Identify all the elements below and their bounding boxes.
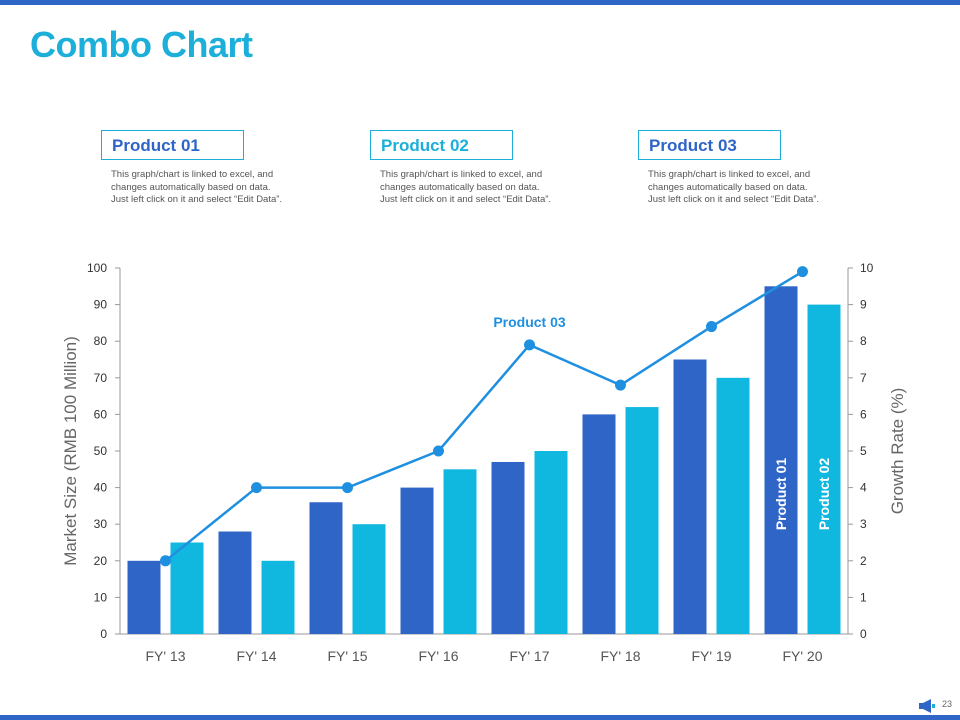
top-accent-bar — [0, 0, 960, 5]
legend-desc-line: This graph/chart is linked to excel, and — [380, 169, 543, 180]
y-tick-label: 90 — [94, 298, 108, 312]
legend-card-product-02: Product 02 This graph/chart is linked to… — [370, 130, 580, 207]
y2-tick-label: 5 — [860, 444, 867, 458]
line-point-product-03 — [251, 482, 262, 494]
megaphone-icon — [919, 699, 935, 713]
y2-tick-label: 6 — [860, 407, 867, 421]
y2-tick-label: 8 — [860, 334, 867, 348]
y-tick-label: 80 — [94, 334, 108, 348]
legend-desc-line: changes automatically based on data. — [111, 181, 271, 193]
line-point-product-03 — [615, 379, 626, 391]
line-product-03 — [164, 270, 804, 562]
y-tick-label: 20 — [94, 554, 108, 568]
y-tick-label: 70 — [94, 371, 108, 385]
line-point-product-03 — [797, 266, 808, 278]
legend-title-product-02[interactable]: Product 02 — [370, 130, 513, 160]
bar-product-01 — [400, 487, 434, 634]
legend-description-product-02: This graph/chart is linked to excel, and… — [370, 169, 580, 207]
legend-desc-line: Just left click on it and select “Edit D… — [648, 194, 820, 205]
x-tick-label: FY' 18 — [600, 648, 640, 664]
legend-desc-line: This graph/chart is linked to excel, and — [111, 169, 274, 180]
bar-product-02 — [625, 407, 659, 634]
line-label-product-03: Product 03 — [493, 314, 566, 330]
bar-product-02 — [807, 304, 841, 634]
x-tick-label: FY' 14 — [236, 648, 276, 664]
legend-desc-line: Just left click on it and select “Edit D… — [380, 194, 552, 205]
x-tick-label: FY' 17 — [509, 648, 549, 664]
bar-product-01 — [218, 531, 252, 634]
bar-product-01 — [491, 461, 525, 634]
y-tick-label: 10 — [94, 590, 108, 604]
legend-desc-line: This graph/chart is linked to excel, and — [648, 169, 811, 180]
combo-chart[interactable]: 0 10 20 30 40 50 60 70 80 90 100 0 1 2 3 4 5 6 7 8 9 10 Market… — [0, 250, 960, 680]
y-tick-label: 100 — [87, 261, 107, 275]
x-tick-label: FY' 19 — [691, 648, 731, 664]
bar-product-01 — [764, 286, 798, 634]
y-tick-label: 30 — [94, 517, 108, 531]
y2-tick-label: 2 — [860, 554, 867, 568]
y-axis-title: Market Size (RMB 100 Million) — [61, 336, 80, 566]
page-number: 23 — [941, 699, 952, 709]
legend-desc-line: changes automatically based on data. — [648, 181, 808, 193]
line-point-product-03 — [524, 339, 535, 351]
bar-product-02 — [170, 542, 204, 634]
page-title: Combo Chart — [30, 24, 253, 65]
y2-tick-label: 9 — [860, 298, 867, 312]
bar-product-01 — [673, 359, 707, 634]
bar-product-02 — [352, 524, 386, 634]
x-tick-label: FY' 15 — [327, 648, 367, 664]
legend-card-product-03: Product 03 This graph/chart is linked to… — [638, 130, 848, 207]
legend-card-product-01: Product 01 This graph/chart is linked to… — [101, 130, 311, 207]
legend-description-product-03: This graph/chart is linked to excel, and… — [638, 169, 848, 207]
line-point-product-03 — [342, 482, 353, 494]
bar-product-02 — [716, 377, 750, 634]
y2-tick-label: 3 — [860, 517, 867, 531]
y-tick-label: 0 — [100, 627, 107, 641]
legend-desc-line: changes automatically based on data. — [380, 181, 540, 193]
bar-product-01 — [582, 414, 616, 634]
y-tick-label: 40 — [94, 481, 108, 495]
x-tick-label: FY' 13 — [145, 648, 185, 664]
bar-product-02 — [534, 451, 568, 634]
y-tick-label: 50 — [94, 444, 108, 458]
x-tick-label: FY' 20 — [782, 648, 822, 664]
bar-label-product-02: Product 02 — [816, 458, 832, 531]
line-point-product-03 — [160, 555, 171, 567]
bar-product-02 — [261, 560, 295, 634]
bar-product-01 — [127, 560, 161, 634]
legend-description-product-01: This graph/chart is linked to excel, and… — [101, 169, 311, 207]
legend-desc-line: Just left click on it and select “Edit D… — [111, 194, 283, 205]
line-point-product-03 — [433, 445, 444, 457]
y2-tick-label: 7 — [860, 371, 867, 385]
legend-title-product-03[interactable]: Product 03 — [638, 130, 781, 160]
y-tick-label: 60 — [94, 407, 108, 421]
y2-tick-label: 10 — [860, 261, 874, 275]
bar-product-01 — [309, 502, 343, 634]
bar-label-product-01: Product 01 — [773, 458, 789, 531]
x-tick-label: FY' 16 — [418, 648, 458, 664]
y2-axis-title: Growth Rate (%) — [888, 388, 907, 515]
bottom-accent-bar — [0, 715, 960, 720]
line-point-product-03 — [706, 321, 717, 333]
y2-tick-label: 4 — [860, 481, 867, 495]
bar-product-02 — [443, 469, 477, 634]
y2-tick-label: 0 — [860, 627, 867, 641]
y2-tick-label: 1 — [860, 590, 867, 604]
legend-title-product-01[interactable]: Product 01 — [101, 130, 244, 160]
